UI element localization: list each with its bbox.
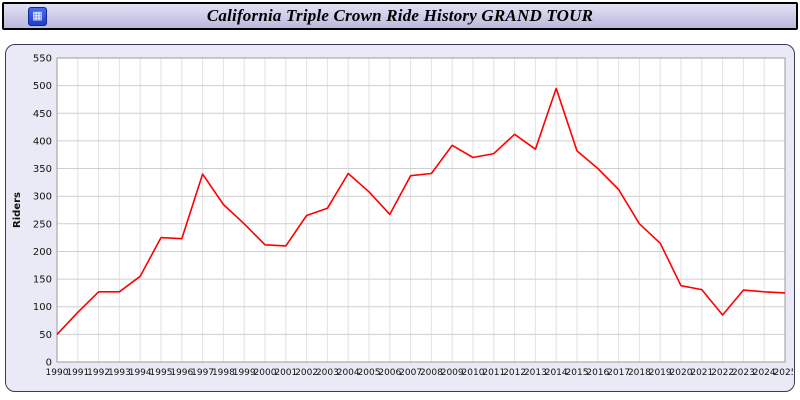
svg-text:2006: 2006 [378, 368, 401, 378]
page-title: California Triple Crown Ride History GRA… [206, 6, 594, 25]
svg-text:2021: 2021 [690, 368, 713, 378]
svg-text:2013: 2013 [524, 368, 547, 378]
chart-icon: ▦ [28, 7, 47, 26]
svg-text:1995: 1995 [150, 368, 173, 378]
svg-text:2003: 2003 [316, 368, 339, 378]
svg-text:1994: 1994 [129, 368, 152, 378]
svg-text:150: 150 [33, 275, 52, 286]
chart-panel: 0 50 100 150 200 250 300 350 400 450 500 550 1990 199… [5, 44, 796, 392]
svg-text:2005: 2005 [358, 368, 381, 378]
title-bar: ▦ California Triple Crown Ride History G… [2, 2, 798, 30]
svg-text:Riders: Riders [12, 192, 23, 228]
svg-text:100: 100 [33, 302, 52, 313]
svg-text:2012: 2012 [503, 368, 526, 378]
svg-text:2017: 2017 [607, 368, 630, 378]
page: ▦ California Triple Crown Ride History G… [0, 2, 800, 392]
svg-text:500: 500 [33, 81, 52, 92]
svg-text:2009: 2009 [441, 368, 464, 378]
svg-text:2025: 2025 [774, 368, 793, 378]
svg-text:1999: 1999 [233, 368, 256, 378]
svg-text:2016: 2016 [586, 368, 609, 378]
svg-text:1997: 1997 [191, 368, 214, 378]
svg-text:1992: 1992 [87, 368, 110, 378]
svg-text:1993: 1993 [108, 368, 131, 378]
svg-text:2007: 2007 [399, 368, 422, 378]
svg-text:2004: 2004 [337, 368, 360, 378]
svg-text:2022: 2022 [711, 368, 734, 378]
svg-text:2010: 2010 [462, 368, 485, 378]
svg-text:2000: 2000 [254, 368, 277, 378]
svg-text:2020: 2020 [670, 368, 693, 378]
svg-text:2011: 2011 [482, 368, 505, 378]
svg-text:300: 300 [33, 192, 52, 203]
svg-text:1998: 1998 [212, 368, 235, 378]
svg-text:250: 250 [33, 219, 52, 230]
svg-text:0: 0 [46, 358, 52, 369]
svg-text:2023: 2023 [732, 368, 755, 378]
svg-text:2018: 2018 [628, 368, 651, 378]
svg-text:2001: 2001 [274, 368, 297, 378]
svg-text:2014: 2014 [545, 368, 568, 378]
svg-text:2015: 2015 [566, 368, 589, 378]
svg-text:2019: 2019 [649, 368, 672, 378]
ride-history-line-chart: 0501001502002503003504004505005501990199… [12, 54, 796, 379]
svg-text:50: 50 [39, 330, 52, 341]
svg-text:1990: 1990 [46, 368, 69, 378]
svg-text:350: 350 [33, 164, 52, 175]
svg-text:2008: 2008 [420, 368, 443, 378]
svg-text:200: 200 [33, 247, 52, 258]
svg-text:2002: 2002 [295, 368, 318, 378]
svg-text:450: 450 [33, 109, 52, 120]
svg-text:1996: 1996 [170, 368, 193, 378]
svg-text:550: 550 [33, 54, 52, 65]
svg-text:1991: 1991 [66, 368, 89, 378]
svg-text:400: 400 [33, 136, 52, 147]
svg-text:2024: 2024 [753, 368, 776, 378]
